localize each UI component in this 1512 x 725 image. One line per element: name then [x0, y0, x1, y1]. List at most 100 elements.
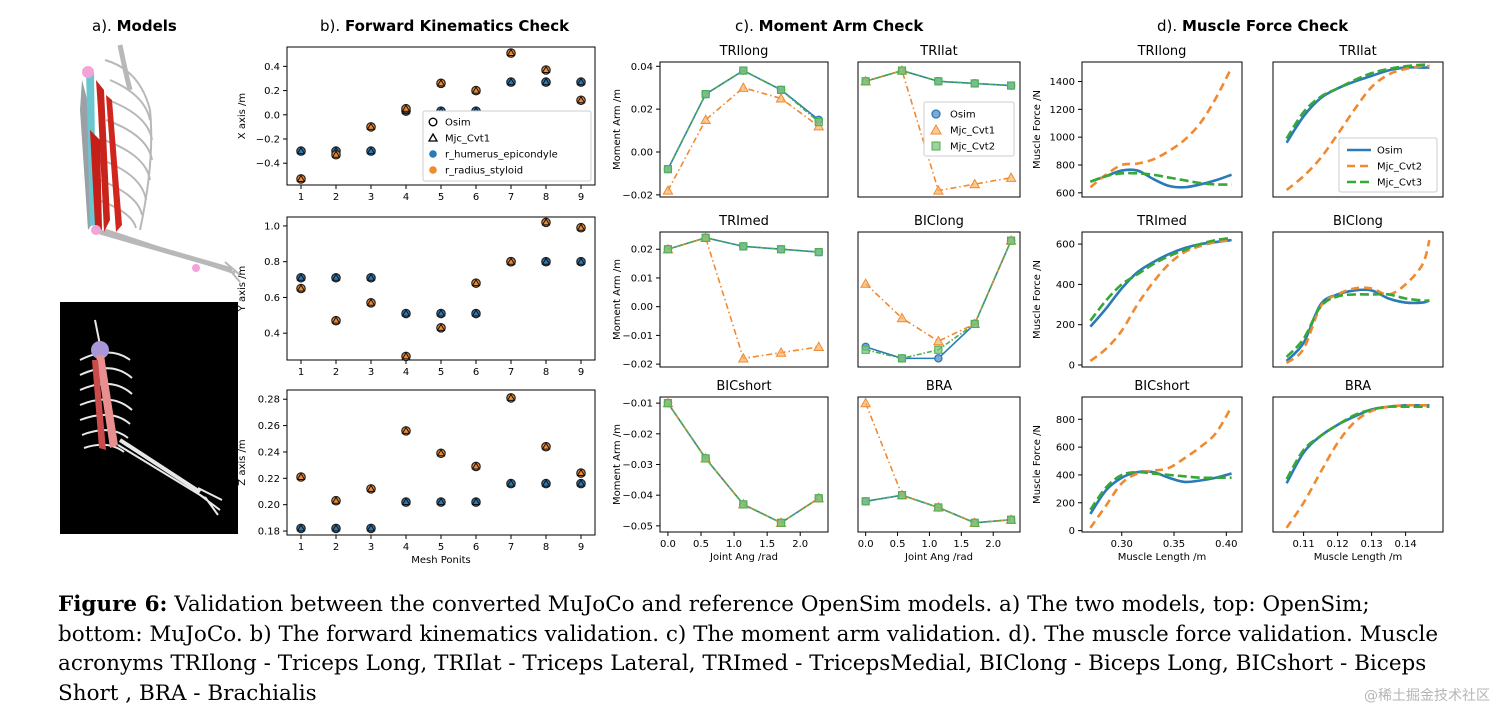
y-tick-label: 0 [1069, 526, 1075, 537]
x-tick-label: 0.11 [1292, 539, 1314, 550]
x-tick-label: 2 [333, 367, 339, 378]
mjc-point [506, 77, 516, 86]
x-tick-label: 9 [578, 542, 584, 553]
y-axis-label: Muscle Force /N [1032, 90, 1043, 169]
y-tick-label: 400 [1056, 280, 1075, 291]
y-tick-label: 1400 [1050, 77, 1075, 88]
legend-label: r_radius_styloid [445, 166, 523, 177]
series-marker [860, 278, 872, 288]
x-tick-label: 0.30 [1111, 539, 1133, 550]
mjc-point [541, 257, 551, 265]
subplot-title: BICshort [1134, 379, 1189, 394]
figure-canvas: a). Models b). Forward Kinematics Check … [60, 17, 1444, 566]
mjc-point [506, 393, 516, 401]
x-tick-label: 5 [438, 367, 444, 378]
y-tick-label: 800 [1056, 160, 1075, 171]
x-tick-label: 9 [578, 367, 584, 378]
ma-panel-ma_trilat: TRIlat Osim Mjc_Cvt1 Mjc_Cvt2 [857, 44, 1021, 198]
x-tick-label: 7 [508, 542, 514, 553]
axes-frame [1272, 61, 1444, 198]
series-line [1285, 63, 1430, 140]
y-tick-label: 0.0 [264, 110, 280, 121]
series-marker [814, 494, 823, 503]
x-tick-label: 0.0 [660, 539, 676, 550]
y-tick-label: 0.00 [631, 302, 653, 313]
subplot-title: TRIlat [1338, 44, 1376, 59]
legend-marker [429, 150, 437, 158]
x-tick-label: 7 [508, 192, 514, 203]
series-marker [1006, 236, 1016, 245]
mjc-point [436, 323, 446, 331]
series-marker [663, 165, 673, 174]
mf-panel-mf_trilat: TRIlat Osim Mjc_Cvt2 Mjc_Cvt3 [1272, 44, 1444, 198]
series-line [1285, 405, 1430, 480]
y-tick-label: 400 [1056, 470, 1075, 481]
ma-panel-ma_trilong: −0.02 0.00 0.02 0.04 TRIlong Moment Arm /m [612, 44, 829, 201]
x-tick-label: 6 [473, 542, 479, 553]
mjc-point [576, 479, 586, 487]
series-marker [701, 90, 710, 99]
y-tick-label: −0.4 [256, 159, 280, 170]
x-tick-label: 9 [578, 192, 584, 203]
mjc-point [296, 523, 306, 532]
x-tick-label: 4 [403, 367, 409, 378]
mjc-point [331, 316, 341, 324]
mjc-point [296, 284, 306, 292]
series-marker [776, 518, 786, 527]
subplot-title: TRImed [1136, 214, 1187, 229]
series-line [1285, 288, 1430, 362]
y-tick-label: 1.0 [264, 221, 280, 232]
series-marker [813, 341, 825, 351]
ma-panel-ma_biclong: BIClong [857, 214, 1021, 368]
y-tick-label: 0.00 [631, 148, 653, 159]
series-marker [739, 66, 748, 75]
mjc-point [401, 497, 411, 506]
mjc-point [471, 278, 481, 287]
series-marker [776, 85, 786, 94]
series-marker [662, 184, 674, 195]
fk-panel-fk_z: 0.18 0.20 0.22 0.24 0.26 0.28 1 2 3 4 5 6 7 8 9 Z axis … [237, 389, 596, 566]
caption-label: Figure 6: [58, 592, 168, 617]
ma-panel-ma_bra: 0.0 0.5 1.0 1.5 2.0 BRA Joint Ang /rad [857, 379, 1021, 563]
legend-label: Mjc_Cvt1 [445, 134, 490, 145]
series-marker [861, 77, 870, 86]
svg-text:c). Moment Arm Check: c). Moment Arm Check [735, 17, 924, 35]
mjc-point [506, 48, 516, 57]
mjc-point [506, 257, 516, 265]
series-marker [861, 345, 870, 354]
legend-marker [427, 132, 439, 142]
y-tick-label: 1200 [1050, 105, 1075, 116]
series-marker [897, 66, 907, 75]
legend-marker [429, 166, 437, 174]
series-line [1089, 238, 1232, 328]
x-axis-label: Mesh Ponits [411, 555, 471, 566]
svg-text:b). Forward Kinematics Check: b). Forward Kinematics Check [320, 17, 570, 35]
x-axis-label: Joint Ang /rad [709, 552, 778, 563]
mjc-point [296, 472, 306, 480]
legend-box [923, 101, 1015, 157]
mjc-point [576, 223, 586, 231]
y-tick-label: 0.4 [264, 329, 280, 340]
series-marker [897, 354, 907, 363]
series-marker [1005, 172, 1017, 182]
y-tick-label: 0.24 [258, 447, 280, 458]
fk-panel-fk_x: −0.4 −0.2 0.0 0.2 0.4 1 2 3 4 5 6 7 8 9 X axis /m Osim M… [237, 46, 596, 203]
legend-label: Osim [1377, 146, 1403, 157]
x-axis-label: Muscle Length /m [1118, 552, 1207, 563]
x-tick-label: 0.0 [858, 539, 874, 550]
series-marker [1006, 81, 1016, 90]
mjc-point [366, 298, 376, 306]
mjc-point [541, 65, 551, 73]
legend-label: Osim [445, 118, 471, 129]
axes-frame [857, 61, 1021, 198]
series-marker [861, 497, 870, 506]
series-marker [896, 312, 908, 323]
y-tick-label: 600 [1056, 443, 1075, 454]
mjc-point [541, 217, 551, 226]
series-line [1285, 403, 1430, 529]
mjc-point [401, 309, 411, 317]
x-tick-label: 2 [333, 542, 339, 553]
legend-label: Mjc_Cvt2 [950, 142, 995, 153]
x-tick-label: 0.5 [890, 539, 906, 550]
axes-frame [857, 231, 1021, 368]
